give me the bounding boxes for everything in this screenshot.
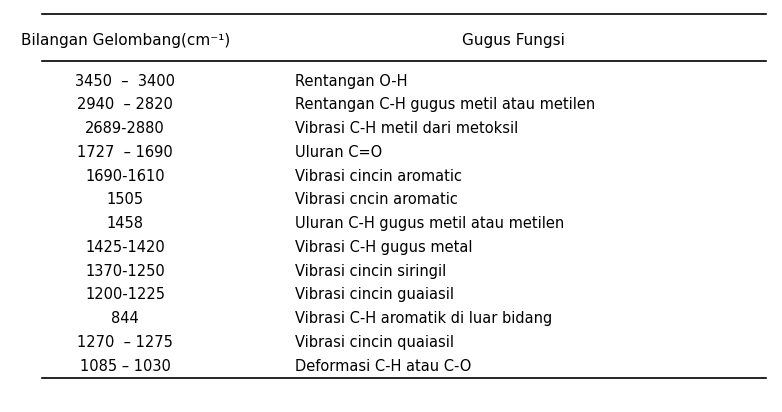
Text: 844: 844: [111, 311, 139, 326]
Text: 1690-1610: 1690-1610: [85, 169, 165, 184]
Text: Vibrasi cincin aromatic: Vibrasi cincin aromatic: [295, 169, 461, 184]
Text: 1425-1420: 1425-1420: [85, 240, 165, 255]
Text: Deformasi C-H atau C-O: Deformasi C-H atau C-O: [295, 358, 471, 374]
Text: Vibrasi C-H aromatik di luar bidang: Vibrasi C-H aromatik di luar bidang: [295, 311, 552, 326]
Text: Rentangan C-H gugus metil atau metilen: Rentangan C-H gugus metil atau metilen: [295, 97, 595, 112]
Text: Rentangan O-H: Rentangan O-H: [295, 74, 407, 89]
Text: Vibrasi cincin quaiasil: Vibrasi cincin quaiasil: [295, 335, 454, 350]
Text: 1727  – 1690: 1727 – 1690: [77, 145, 173, 160]
Text: 1270  – 1275: 1270 – 1275: [77, 335, 173, 350]
Text: 1458: 1458: [106, 216, 144, 231]
Text: 3450  –  3400: 3450 – 3400: [75, 74, 175, 89]
Text: 1085 – 1030: 1085 – 1030: [80, 358, 170, 374]
Text: 1505: 1505: [106, 192, 144, 207]
Text: Uluran C=O: Uluran C=O: [295, 145, 382, 160]
Text: Vibrasi C-H gugus metal: Vibrasi C-H gugus metal: [295, 240, 472, 255]
Text: Vibrasi C-H metil dari metoksil: Vibrasi C-H metil dari metoksil: [295, 121, 518, 136]
Text: Gugus Fungsi: Gugus Fungsi: [461, 33, 565, 48]
Text: Vibrasi cncin aromatic: Vibrasi cncin aromatic: [295, 192, 457, 207]
Text: 2689-2880: 2689-2880: [85, 121, 165, 136]
Text: 1370-1250: 1370-1250: [85, 264, 165, 279]
Text: 1200-1225: 1200-1225: [85, 287, 165, 302]
Text: Uluran C-H gugus metil atau metilen: Uluran C-H gugus metil atau metilen: [295, 216, 564, 231]
Text: Vibrasi cincin guaiasil: Vibrasi cincin guaiasil: [295, 287, 454, 302]
Text: 2940  – 2820: 2940 – 2820: [77, 97, 173, 112]
Text: Vibrasi cincin siringil: Vibrasi cincin siringil: [295, 264, 446, 279]
Text: Bilangan Gelombang(cm⁻¹): Bilangan Gelombang(cm⁻¹): [20, 33, 230, 48]
